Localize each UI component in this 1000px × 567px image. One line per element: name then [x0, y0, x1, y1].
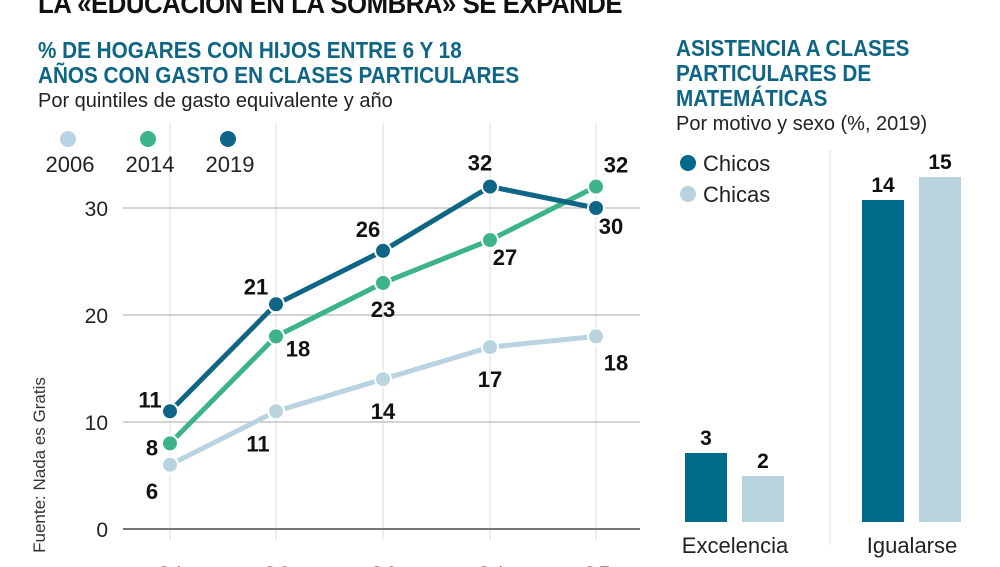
- data-label-2019: 30: [599, 214, 623, 239]
- legend-marker-Chicos: [680, 155, 696, 171]
- data-point-2006: [374, 370, 392, 389]
- main-title: LA «EDUCACIÓN EN LA SOMBRA» SE EXPANDE: [38, 0, 623, 19]
- data-point-2006: [587, 327, 605, 346]
- data-label-2006: 17: [478, 367, 502, 392]
- data-label-2014: 32: [604, 153, 628, 178]
- data-point-2014: [481, 231, 499, 250]
- data-label-2019: 21: [244, 274, 268, 299]
- x-tick-label: Q4: [475, 562, 504, 567]
- data-point-2014: [374, 273, 392, 292]
- y-tick-label: 30: [85, 198, 108, 221]
- y-tick-label: 20: [85, 305, 108, 328]
- data-point-2019: [481, 177, 499, 196]
- legend-label-2014: 2014: [126, 152, 175, 177]
- x-tick-label: Q2: [261, 562, 290, 567]
- bar-chart-subtitle: Por motivo y sexo (%, 2019): [676, 113, 928, 135]
- bar-Excelencia-Chicos: [685, 453, 727, 522]
- legend-label-Chicos: Chicos: [703, 151, 770, 176]
- line-chart-title-1: % DE HOGARES CON HIJOS ENTRE 6 Y 18: [38, 37, 462, 63]
- data-label-2006: 6: [146, 479, 158, 504]
- data-point-2014: [267, 327, 285, 346]
- data-point-2019: [161, 402, 179, 421]
- legend-label-2006: 2006: [46, 152, 95, 177]
- bar-label: 3: [700, 427, 712, 450]
- category-label: Igualarse: [867, 533, 958, 558]
- y-tick-label: 0: [96, 519, 108, 542]
- data-point-2014: [587, 177, 605, 196]
- bar-label: 14: [871, 174, 895, 197]
- data-point-2019: [374, 241, 392, 260]
- bar-label: 2: [757, 450, 769, 473]
- x-tick-label: Q1: [155, 562, 184, 567]
- category-label: Excelencia: [682, 533, 789, 558]
- bar-Igualarse-Chicos: [862, 200, 904, 522]
- legend-marker-2006: [60, 131, 76, 147]
- bar-chart-title-2: PARTICULARES DE: [676, 60, 872, 86]
- data-point-2006: [267, 402, 285, 421]
- line-chart-title-2: AÑOS CON GASTO EN CLASES PARTICULARES: [38, 62, 520, 88]
- legend-marker-2019: [220, 131, 236, 147]
- data-label-2014: 8: [146, 435, 158, 460]
- bar-label: 15: [928, 151, 952, 174]
- x-tick-label: Q3: [368, 562, 397, 567]
- bar-chart-title-3: MATEMÁTICAS: [676, 85, 828, 111]
- data-label-2006: 18: [604, 350, 628, 375]
- data-point-2006: [161, 455, 179, 474]
- data-point-2019: [587, 199, 605, 217]
- data-point-2006: [481, 338, 499, 357]
- data-point-2019: [267, 295, 285, 314]
- data-label-2014: 18: [286, 336, 310, 361]
- data-label-2019: 26: [356, 217, 380, 242]
- line-chart-subtitle: Por quintiles de gasto equivalente y año: [38, 90, 393, 112]
- bar-Igualarse-Chicas: [919, 177, 961, 522]
- y-tick-label: 10: [85, 412, 108, 435]
- x-tick-label: Q5: [581, 562, 610, 567]
- bar-Excelencia-Chicas: [742, 476, 784, 522]
- data-label-2019: 32: [468, 151, 492, 176]
- legend-marker-Chicas: [680, 186, 696, 202]
- data-label-2006: 14: [371, 399, 396, 424]
- legend-label-2019: 2019: [206, 152, 255, 177]
- data-label-2019: 11: [138, 387, 161, 412]
- data-label-2014: 27: [493, 245, 517, 270]
- data-label-2006: 11: [246, 431, 269, 456]
- bar-chart-title-1: ASISTENCIA A CLASES: [676, 35, 910, 61]
- data-point-2014: [161, 434, 179, 453]
- legend-label-Chicas: Chicas: [703, 182, 770, 207]
- data-label-2014: 23: [371, 297, 395, 322]
- legend-marker-2014: [140, 131, 156, 147]
